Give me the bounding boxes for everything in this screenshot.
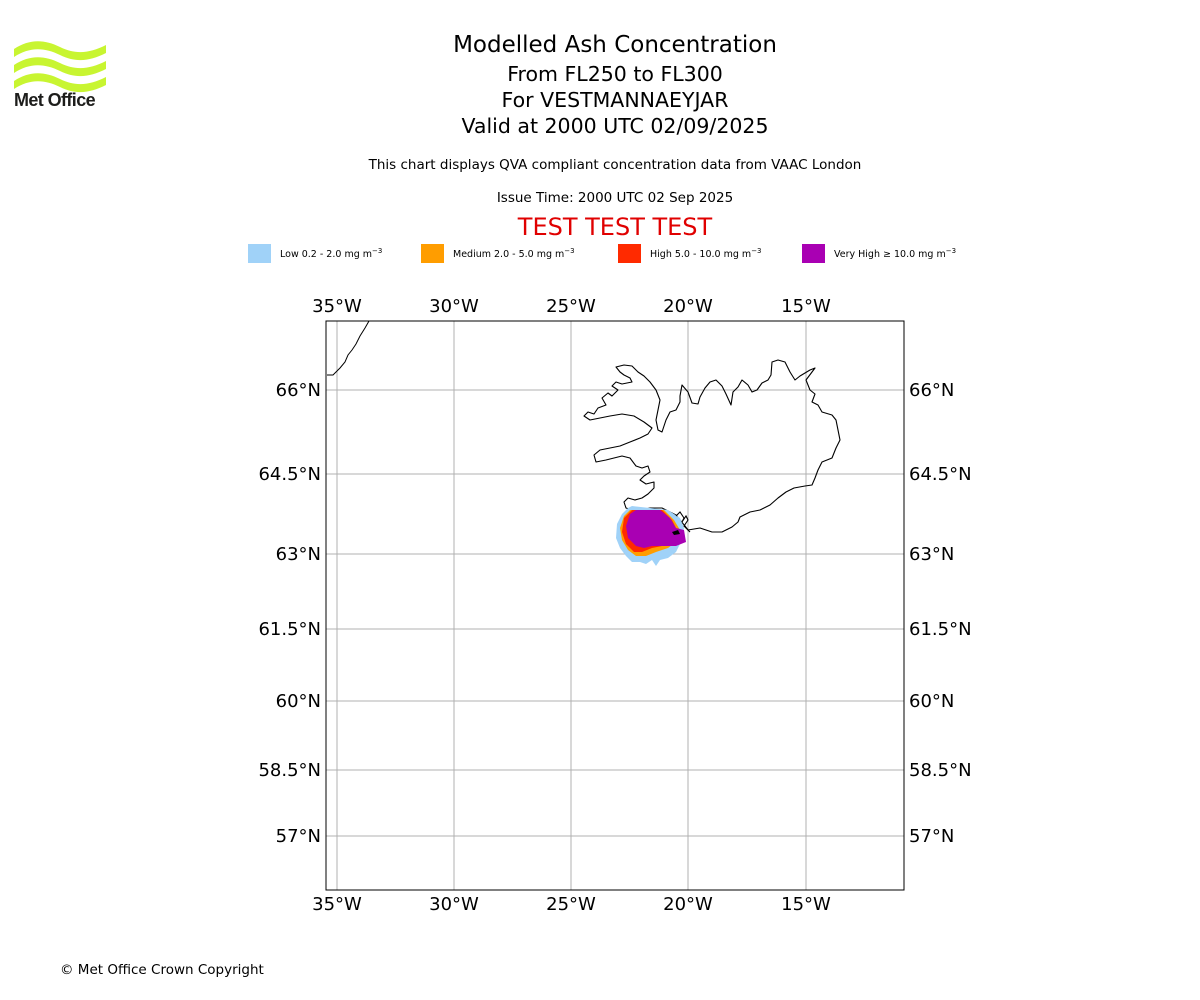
lon-tick-bottom: 15°W bbox=[781, 894, 831, 915]
lon-tick-top: 25°W bbox=[546, 296, 596, 317]
copyright-notice: © Met Office Crown Copyright bbox=[60, 962, 264, 978]
lat-ticks-right: 66°N 64.5°N 63°N 61.5°N 60°N 58.5°N 57°N bbox=[909, 380, 972, 847]
legend-swatch-medium bbox=[421, 244, 444, 263]
lat-tick-left: 64.5°N bbox=[258, 464, 321, 485]
island-marker bbox=[672, 530, 680, 535]
chart-subtitle: This chart displays QVA compliant concen… bbox=[368, 157, 862, 173]
greenland-coastline bbox=[327, 320, 370, 376]
lon-tick-bottom: 35°W bbox=[312, 894, 362, 915]
met-office-logo-icon bbox=[14, 41, 106, 93]
legend-label-low: Low 0.2 - 2.0 mg m−3 bbox=[280, 247, 383, 261]
test-banner: TEST TEST TEST bbox=[517, 213, 713, 241]
lat-tick-right: 66°N bbox=[909, 380, 954, 401]
legend-label-medium: Medium 2.0 - 5.0 mg m−3 bbox=[453, 247, 575, 261]
lon-tick-top: 20°W bbox=[663, 296, 713, 317]
lat-tick-right: 63°N bbox=[909, 544, 954, 565]
lat-tick-left: 61.5°N bbox=[258, 619, 321, 640]
chart-titles: Modelled Ash Concentration From FL250 to… bbox=[315, 30, 915, 139]
flight-level-range: From FL250 to FL300 bbox=[507, 62, 723, 86]
lat-tick-left: 58.5°N bbox=[258, 760, 321, 781]
chart-title: Modelled Ash Concentration bbox=[453, 32, 777, 58]
coast-fragment bbox=[675, 511, 691, 533]
lat-tick-left: 66°N bbox=[276, 380, 321, 401]
lon-ticks-bottom: 35°W 30°W 25°W 20°W 15°W bbox=[312, 894, 831, 915]
lat-tick-left: 60°N bbox=[276, 691, 321, 712]
lon-tick-top: 30°W bbox=[429, 296, 479, 317]
volcano-name: For VESTMANNAEYJAR bbox=[501, 88, 729, 112]
issue-time: Issue Time: 2000 UTC 02 Sep 2025 bbox=[496, 190, 734, 206]
lat-tick-right: 57°N bbox=[909, 826, 954, 847]
met-office-logo-text: Met Office bbox=[14, 90, 96, 110]
lon-tick-bottom: 25°W bbox=[546, 894, 596, 915]
legend-swatch-very-high bbox=[802, 244, 825, 263]
valid-time: Valid at 2000 UTC 02/09/2025 bbox=[461, 114, 769, 138]
lat-tick-right: 58.5°N bbox=[909, 760, 972, 781]
ash-area-very-high bbox=[626, 510, 686, 548]
lon-ticks-top: 35°W 30°W 25°W 20°W 15°W bbox=[312, 296, 831, 317]
lon-tick-bottom: 30°W bbox=[429, 894, 479, 915]
legend-label-high: High 5.0 - 10.0 mg m−3 bbox=[650, 247, 762, 261]
lon-tick-top: 35°W bbox=[312, 296, 362, 317]
map-frame bbox=[325, 320, 905, 891]
lon-tick-bottom: 20°W bbox=[663, 894, 713, 915]
lat-tick-right: 61.5°N bbox=[909, 619, 972, 640]
lat-ticks-left: 66°N 64.5°N 63°N 61.5°N 60°N 58.5°N 57°N bbox=[258, 380, 321, 847]
lon-tick-top: 15°W bbox=[781, 296, 831, 317]
lat-tick-left: 63°N bbox=[276, 544, 321, 565]
iceland-coastline bbox=[583, 359, 841, 533]
lat-tick-right: 60°N bbox=[909, 691, 954, 712]
legend-swatch-high bbox=[618, 244, 641, 263]
lat-tick-left: 57°N bbox=[276, 826, 321, 847]
lat-tick-right: 64.5°N bbox=[909, 464, 972, 485]
legend-swatch-low bbox=[248, 244, 271, 263]
map-grid bbox=[326, 321, 904, 890]
legend-label-very-high: Very High ≥ 10.0 mg m−3 bbox=[834, 247, 957, 261]
